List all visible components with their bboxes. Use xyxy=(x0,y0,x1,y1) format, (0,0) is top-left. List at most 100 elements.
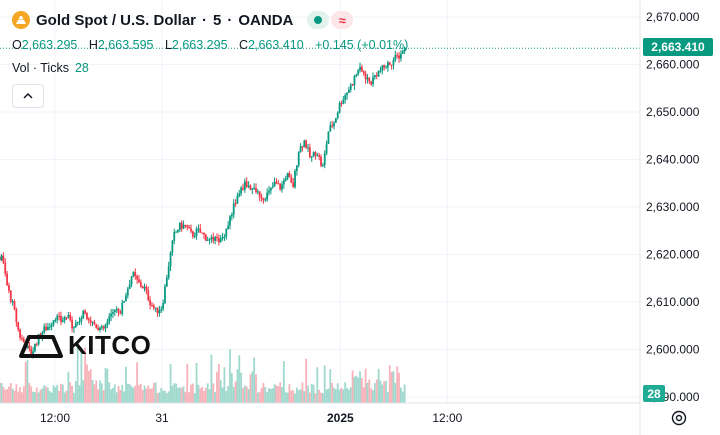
volume-bar xyxy=(69,382,72,403)
candle-body xyxy=(308,147,311,158)
volume-bar xyxy=(134,385,137,403)
candle-body xyxy=(344,95,347,100)
candle-body xyxy=(217,238,220,243)
time-tick-label: 12:00 xyxy=(432,411,462,425)
collapse-legend-button[interactable] xyxy=(12,84,44,108)
delayed-data-badge[interactable]: ≈ xyxy=(331,11,354,29)
candle-body xyxy=(125,295,127,302)
candle-body xyxy=(151,305,153,307)
volume-value: 28 xyxy=(74,61,89,75)
source-label[interactable]: OANDA xyxy=(238,11,294,29)
candle-body xyxy=(253,187,256,189)
volume-bar xyxy=(227,385,230,403)
volume-bar xyxy=(76,347,79,403)
candle-body xyxy=(321,165,324,167)
candle-body xyxy=(89,320,92,323)
volume-bar xyxy=(67,371,70,403)
candle-body xyxy=(359,66,361,71)
volume-bar xyxy=(115,392,118,403)
volume-bar xyxy=(394,382,397,403)
candle-body xyxy=(104,324,107,329)
settings-icon[interactable] xyxy=(669,408,689,428)
volume-bar xyxy=(312,384,315,403)
volume-bar xyxy=(225,390,228,403)
candle-body xyxy=(260,197,263,199)
volume-bar xyxy=(99,380,101,403)
candle-body xyxy=(143,287,146,289)
volume-bar xyxy=(30,386,33,403)
volume-bar xyxy=(13,390,16,403)
candle-body xyxy=(292,182,295,187)
volume-bar xyxy=(173,383,176,403)
candle-body xyxy=(190,228,192,232)
price-axis[interactable]: 2,670.000 2,660.000 2,650.000 2,640.000 2,63… xyxy=(646,10,700,404)
candle-body xyxy=(243,181,246,190)
candle-body xyxy=(403,48,406,51)
candle-body xyxy=(346,92,348,96)
candle-body xyxy=(390,64,393,66)
change-value: +0.145 (+0.01%) xyxy=(315,38,409,52)
price-tick-label: 2,670.000 xyxy=(646,10,700,24)
candle-body xyxy=(119,312,122,314)
volume-bar xyxy=(195,362,198,403)
candle-body xyxy=(123,301,126,303)
volume-bar xyxy=(295,387,298,403)
volume-bar xyxy=(238,355,241,403)
volume-bar xyxy=(325,389,328,403)
interval-label[interactable]: 5 xyxy=(213,11,222,29)
candle-body xyxy=(106,321,109,325)
candle-body xyxy=(138,279,140,283)
volume-bar xyxy=(286,392,289,403)
volume-bar xyxy=(17,391,20,403)
volume-bar xyxy=(11,388,14,403)
candle-body xyxy=(353,76,356,86)
volume-bar xyxy=(255,374,257,403)
volume-bar xyxy=(113,384,116,403)
candle-body xyxy=(221,237,224,239)
candle-body xyxy=(204,234,207,241)
candle-body xyxy=(203,233,205,235)
market-open-badge[interactable] xyxy=(307,11,330,29)
volume-bar xyxy=(41,388,44,403)
candle-body xyxy=(373,75,376,78)
candle-body xyxy=(149,299,152,306)
volume-bar xyxy=(73,392,75,403)
candle-body xyxy=(238,193,241,196)
candle-body xyxy=(58,315,60,317)
candle-body xyxy=(247,185,250,187)
volume-bar xyxy=(37,392,40,403)
volume-bar xyxy=(164,390,166,403)
candle-body xyxy=(357,70,360,75)
volume-bar xyxy=(151,388,153,403)
candle-body xyxy=(362,71,365,74)
candle-body xyxy=(180,222,183,229)
candle-body xyxy=(249,185,252,190)
candle-body xyxy=(9,290,12,302)
volume-bar xyxy=(24,361,27,403)
volume-bar xyxy=(388,365,391,403)
candle-body xyxy=(258,191,261,198)
candle-body xyxy=(316,155,319,157)
candle-body xyxy=(13,301,16,310)
volume-bar xyxy=(45,386,47,403)
candle-body xyxy=(301,146,304,148)
candle-body xyxy=(139,282,142,287)
volume-bar xyxy=(197,384,200,403)
candle-body xyxy=(255,187,257,193)
candle-body xyxy=(126,288,129,296)
volume-bar xyxy=(292,390,295,403)
volume-bar xyxy=(364,368,367,403)
volume-bar xyxy=(403,384,406,403)
volume-bar xyxy=(139,383,142,403)
volume-legend[interactable]: Vol · Ticks 28 xyxy=(12,61,89,75)
candle-body xyxy=(99,327,101,330)
candle-body xyxy=(0,255,3,261)
candle-body xyxy=(37,334,40,345)
symbol-title[interactable]: Gold Spot / U.S. Dollar xyxy=(36,11,197,29)
chart-header: Gold Spot / U.S. Dollar · 5 · OANDA ≈ xyxy=(12,9,354,31)
candle-body xyxy=(310,156,313,158)
volume-bars xyxy=(0,347,406,403)
candle-body xyxy=(63,317,66,321)
